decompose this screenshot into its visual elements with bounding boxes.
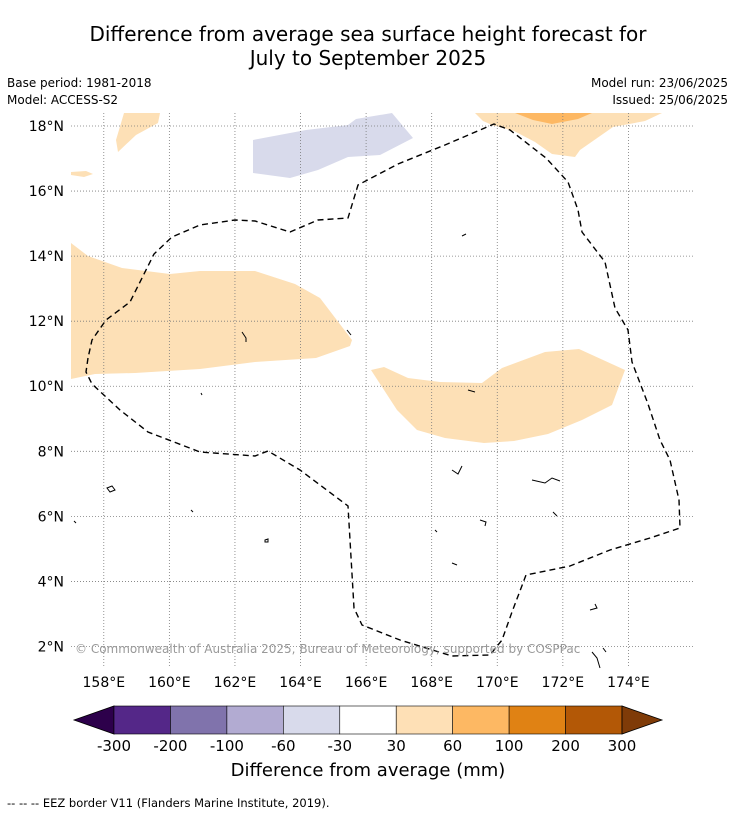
y-tick-label: 4°N [38, 574, 64, 590]
x-tick-label: 166°E [345, 675, 388, 691]
issued-label: Issued: 25/06/2025 [612, 93, 728, 107]
colorbar-bin [283, 705, 341, 735]
colorbar-bin [395, 705, 453, 735]
island-outline [552, 511, 558, 517]
colorbar-bin [226, 705, 284, 735]
island-outline [241, 331, 247, 342]
x-tick-label: 170°E [476, 675, 519, 691]
y-tick-label: 8°N [38, 444, 64, 460]
x-tick-label: 162°E [214, 675, 257, 691]
colorbar-tick-label: 100 [495, 737, 524, 755]
island-outline [531, 477, 561, 484]
y-tick-label: 2°N [38, 639, 64, 655]
x-tick-label: 158°E [83, 675, 126, 691]
x-tick-label: 174°E [607, 675, 650, 691]
colorbar: -300 -200 -100 -60 -30 30 60 100 200 300 [72, 705, 664, 755]
eez-footnote: -- -- -- EEZ border V11 (Flanders Marine… [7, 796, 330, 810]
island-outline [73, 520, 77, 524]
model-run-label: Model run: 23/06/2025 [590, 76, 728, 90]
colorbar-bin [170, 705, 228, 735]
y-tick-label: 10°N [29, 379, 64, 395]
colorbar-bin [113, 705, 171, 735]
anomaly-region-positive-northeast [475, 113, 662, 157]
anomaly-region-positive-east [371, 349, 625, 443]
x-tick-labels: 158°E 160°E 162°E 164°E 166°E 168°E 170°E 172°E… [83, 675, 650, 691]
colorbar-tick-label: 30 [387, 737, 406, 755]
colorbar-bin [565, 705, 623, 735]
island-outline [467, 389, 476, 393]
anomaly-regions [71, 113, 662, 443]
island-outline [451, 465, 463, 475]
island-outline [602, 647, 607, 653]
y-tick-label: 16°N [29, 184, 64, 200]
title-line-1: Difference from average sea surface heig… [89, 22, 647, 46]
colorbar-tick-label: -60 [271, 737, 296, 755]
island-outline [589, 603, 598, 611]
colorbar-tick-label: -300 [97, 737, 131, 755]
meta-right: Model run: 23/06/2025 Issued: 25/06/2025 [591, 75, 728, 109]
colorbar-bin [508, 705, 566, 735]
anomaly-region-positive-west [71, 243, 352, 379]
y-tick-labels: 2°N 4°N 6°N 8°N 10°N 12°N 14°N 16°N 18°N [29, 119, 64, 655]
y-tick-label: 18°N [29, 119, 64, 135]
title-line-2: July to September 2025 [249, 46, 487, 70]
islands [73, 233, 607, 669]
x-tick-label: 164°E [279, 675, 322, 691]
x-tick-label: 160°E [148, 675, 191, 691]
colorbar-bin [339, 705, 397, 735]
island-outline [190, 509, 194, 513]
island-outline [591, 651, 601, 669]
colorbar-extend-high [621, 705, 664, 735]
y-tick-label: 14°N [29, 249, 64, 265]
colorbar-title: Difference from average (mm) [230, 760, 506, 781]
island-outline [434, 529, 438, 533]
model-label: Model: ACCESS-S2 [7, 93, 119, 107]
y-tick-label: 6°N [38, 509, 64, 525]
island-outline [106, 485, 116, 493]
eez-border [85, 123, 681, 657]
colorbar-tick-label: -30 [328, 737, 353, 755]
island-outline [200, 392, 203, 396]
colorbar-tick-label: -100 [210, 737, 244, 755]
anomaly-region-positive-islet-a [116, 113, 160, 152]
anomaly-region-negative-north [253, 113, 413, 178]
y-tick-label: 12°N [29, 314, 64, 330]
colorbar-bin [452, 705, 510, 735]
colorbar-extend-low [72, 705, 115, 735]
base-period-label: Base period: 1981-2018 [7, 76, 152, 90]
gridlines [71, 113, 694, 666]
copyright-notice: © Commonwealth of Australia 2025, Bureau… [75, 642, 580, 656]
colorbar-tick-label: 200 [551, 737, 580, 755]
anomaly-region-positive-islet-b [71, 171, 93, 177]
colorbar-tick-label: 60 [443, 737, 462, 755]
chart-title: Difference from average sea surface heig… [0, 22, 736, 70]
island-outline [346, 329, 352, 336]
colorbar-tick-label: 300 [608, 737, 637, 755]
x-tick-label: 172°E [542, 675, 585, 691]
island-outline [479, 519, 487, 527]
island-outline [451, 562, 458, 566]
map-figure: 158°E 160°E 162°E 164°E 166°E 168°E 170°E 172°E… [29, 113, 694, 755]
anomaly-region-strong-positive-north [515, 113, 592, 124]
colorbar-tick-label: -200 [153, 737, 187, 755]
island-outline [461, 233, 467, 237]
island-outline [264, 538, 269, 543]
x-tick-label: 168°E [410, 675, 453, 691]
meta-left: Base period: 1981-2018 Model: ACCESS-S2 [7, 75, 152, 109]
